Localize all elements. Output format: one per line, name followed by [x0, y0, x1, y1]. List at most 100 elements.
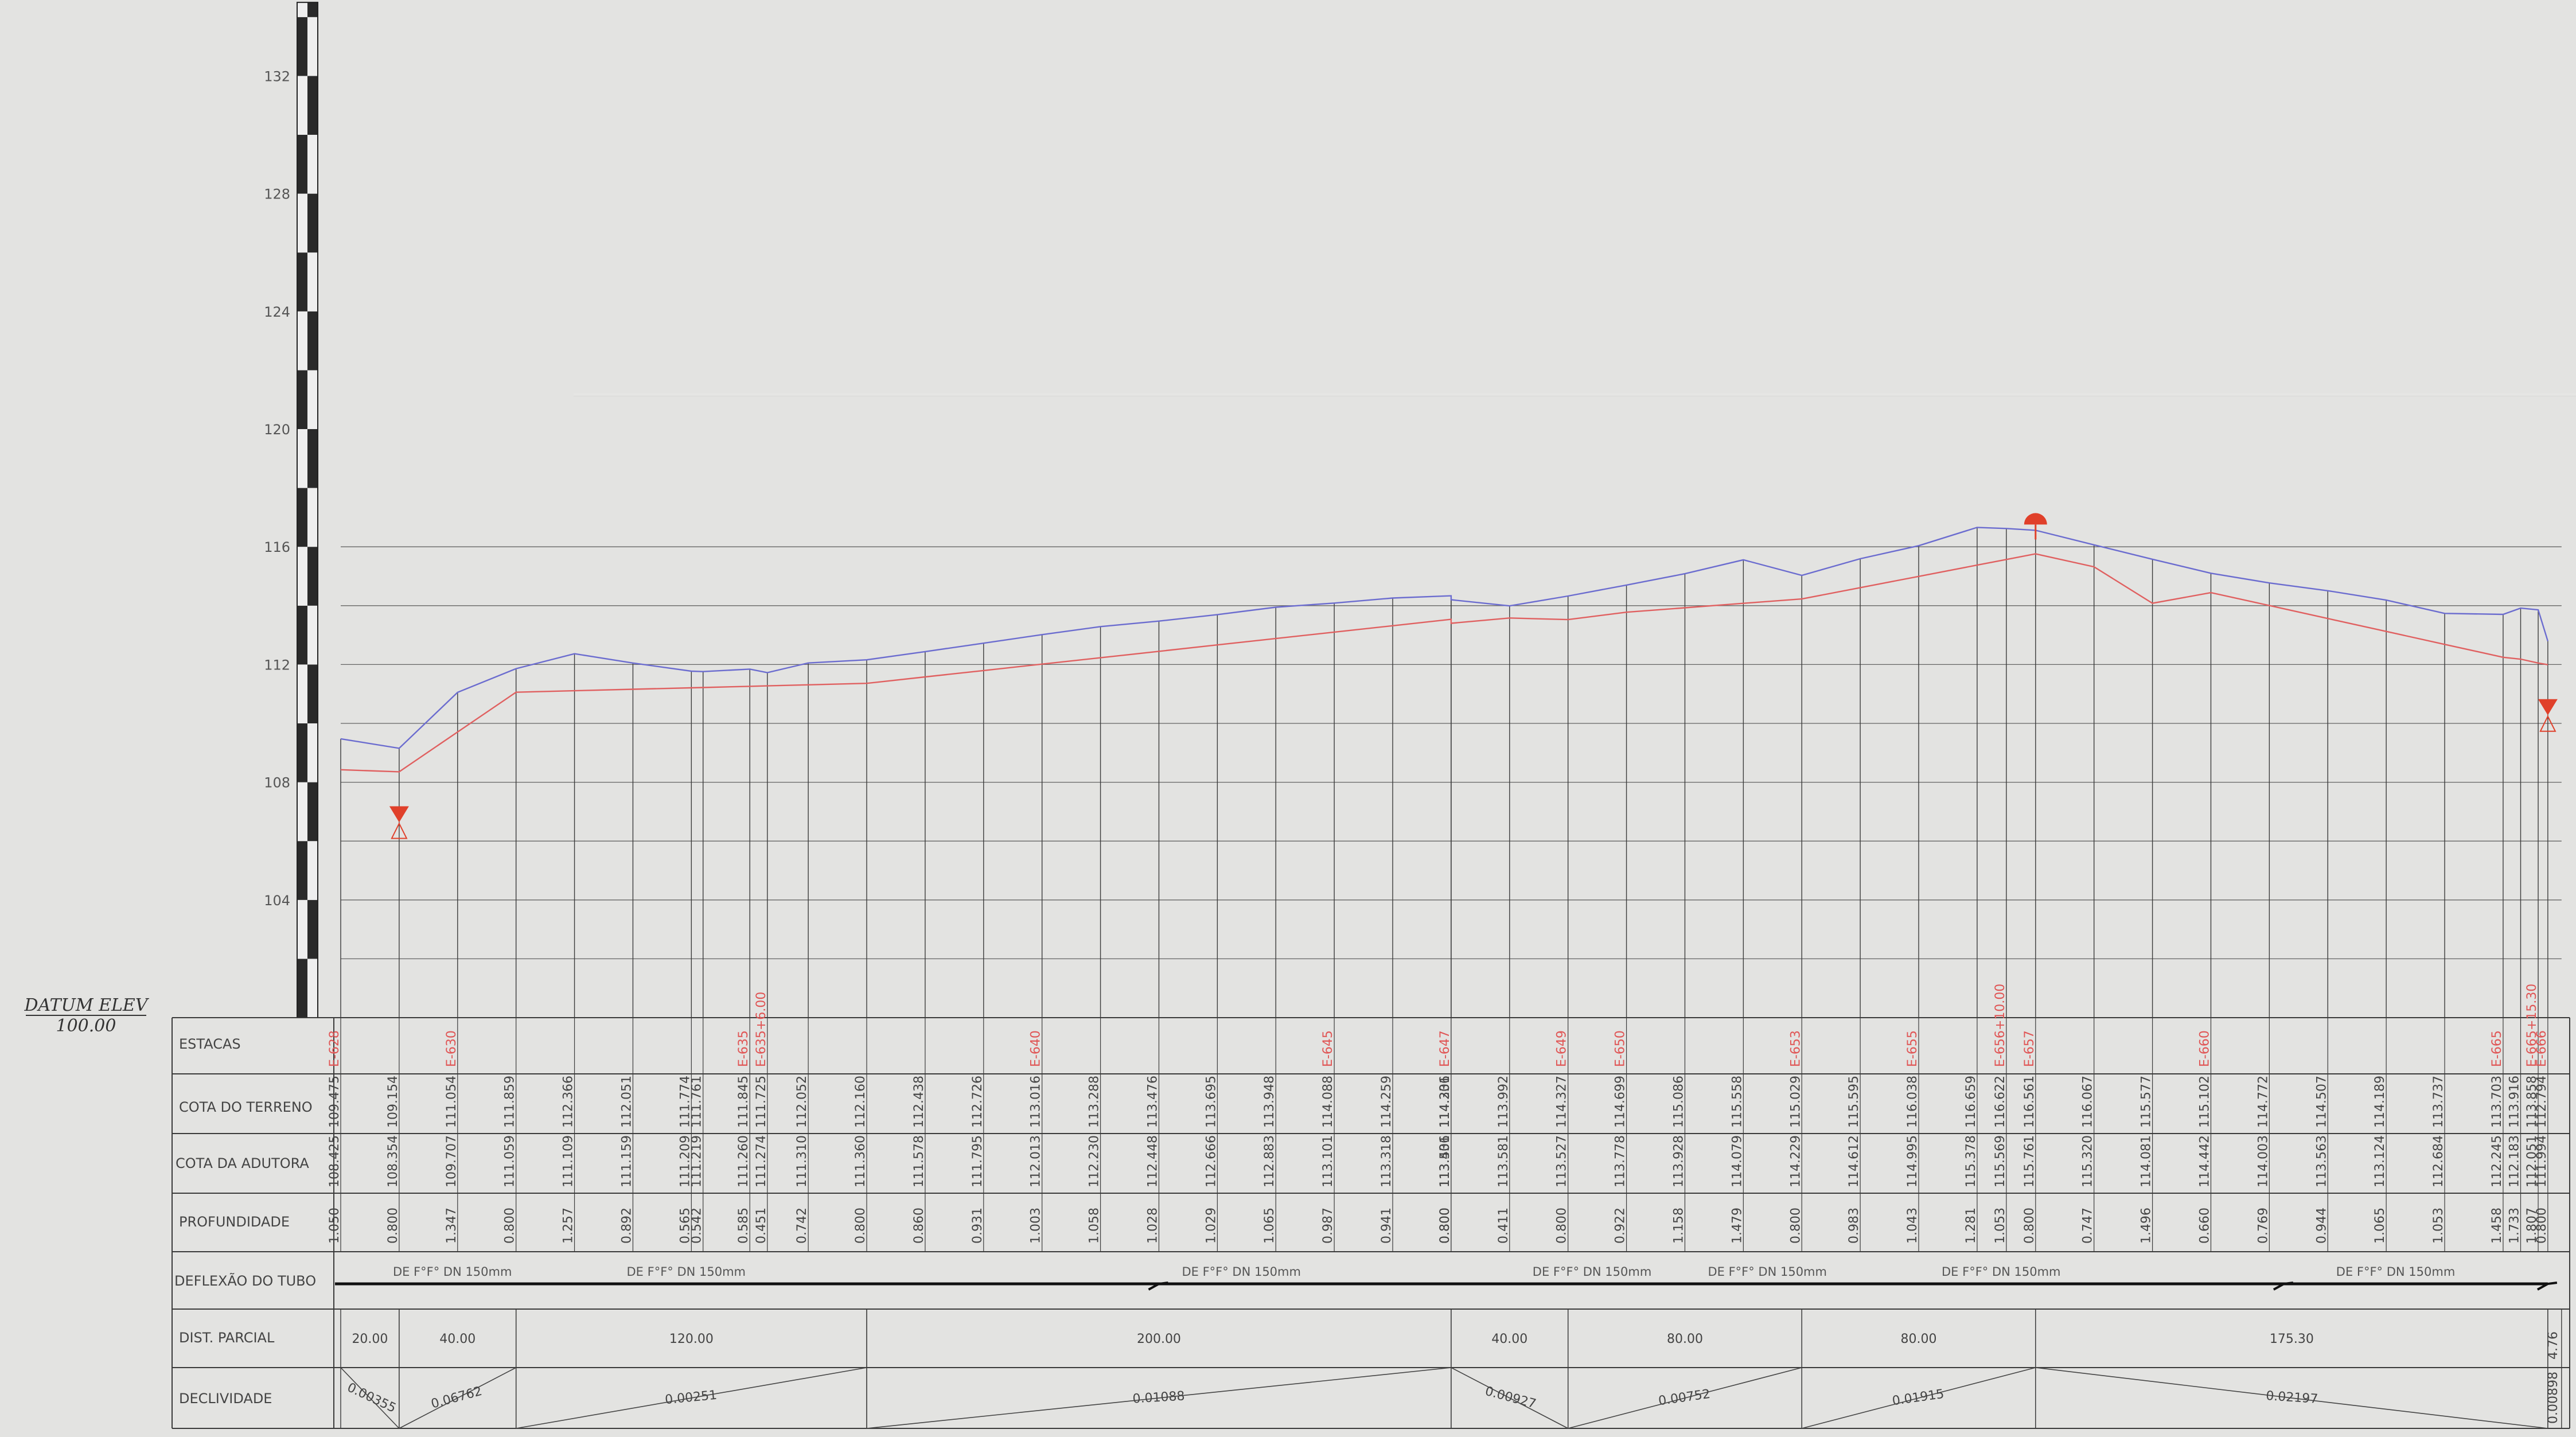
scale-block-left [297, 605, 307, 665]
station-cota-adutora: 115.320 [2081, 1135, 2095, 1187]
station-profundidade: 1.053 [2431, 1208, 2446, 1244]
station-cota-terreno: 113.703 [2490, 1076, 2504, 1128]
station-profundidade: 1.281 [1964, 1208, 1978, 1244]
row-labels: ESTACAS COTA DO TERRENO COTA DA ADUTORA … [174, 1036, 316, 1407]
station-cota-terreno: 113.288 [1088, 1076, 1102, 1128]
scale-block-left [297, 664, 307, 723]
segment-dist-parcial: 4.76 [2546, 1331, 2561, 1360]
scale-block-left [297, 193, 307, 253]
station-estaca-label: E-635 [736, 1030, 751, 1067]
station-profundidade: 0.411 [1497, 1208, 1511, 1244]
station-cota-terreno: 114.201 [1438, 1076, 1452, 1128]
row-label-profundidade: PROFUNDIDADE [179, 1214, 290, 1230]
station-cota-terreno: 114.336 [1438, 1076, 1452, 1128]
station-cota-terreno: 113.737 [2431, 1076, 2446, 1128]
station-cota-adutora: 114.003 [2256, 1135, 2270, 1187]
station-profundidade: 1.458 [2490, 1208, 2504, 1244]
pipe-bend-mark [2273, 1282, 2294, 1291]
station-profundidade: 0.800 [1555, 1208, 1569, 1244]
station-cota-terreno: 116.561 [2022, 1076, 2037, 1128]
slope-diagonal [399, 1367, 517, 1429]
segment-dist-parcial: 200.00 [1137, 1332, 1181, 1346]
ground-profile-line [340, 527, 2549, 749]
elevation-tick-label: 124 [264, 304, 290, 320]
segment-declividade: 0.02197 [2266, 1389, 2318, 1407]
elevation-scale-bar [297, 2, 318, 1018]
station-profundidade: 1.479 [1730, 1208, 1744, 1244]
station-cota-adutora: 113.318 [1379, 1135, 1394, 1187]
station-estaca-label: E-650 [1614, 1030, 1628, 1067]
station-cota-terreno: 109.475 [328, 1076, 342, 1128]
scale-block-left [297, 723, 307, 782]
station-estaca-label: E-640 [1029, 1030, 1043, 1067]
station-cota-terreno: 113.016 [1029, 1076, 1043, 1128]
station-cota-terreno: 111.774 [678, 1076, 692, 1128]
scale-block-right [307, 2, 318, 17]
scale-block-right [307, 664, 318, 723]
station-profundidade: 1.029 [1204, 1208, 1218, 1244]
pipe-bend-mark [1148, 1282, 1168, 1291]
station-cota-terreno: 116.067 [2081, 1076, 2095, 1128]
station-profundidade: 0.800 [1438, 1208, 1452, 1244]
station-cota-terreno: 115.086 [1671, 1076, 1686, 1128]
station-estaca-label: E-628 [328, 1030, 342, 1067]
scale-block-left [297, 547, 307, 606]
station-cota-terreno: 115.595 [1847, 1076, 1861, 1128]
station-cota-adutora: 111.994 [2535, 1135, 2549, 1187]
station-cota-adutora: 108.354 [386, 1135, 400, 1187]
scale-block-left [297, 135, 307, 194]
scale-block-left [297, 2, 307, 17]
scale-block-left [297, 311, 307, 371]
station-cota-terreno: 115.558 [1730, 1076, 1744, 1128]
station-estaca-label: E-655 [1905, 1030, 1920, 1067]
elevation-axis-ticks: 104 108 112 116 120 124 128 132 [264, 68, 290, 908]
scale-block-left [297, 899, 307, 959]
scale-block-right [307, 311, 318, 371]
station-cota-terreno: 113.476 [1145, 1076, 1160, 1128]
deflexao-row: DE F°F° DN 150mm DE F°F° DN 150mm DE F°F° … [335, 1265, 2558, 1291]
station-cota-terreno: 114.327 [1555, 1076, 1569, 1128]
station-estaca-label: E-647 [1438, 1030, 1452, 1067]
station-cota-adutora: 111.260 [736, 1135, 751, 1187]
station-profundidade: 0.542 [690, 1208, 704, 1244]
elevation-tick-label: 112 [264, 657, 290, 673]
station-cota-adutora: 115.761 [2022, 1135, 2037, 1187]
station-cota-adutora: 111.578 [912, 1135, 926, 1187]
station-cota-terreno: 111.859 [503, 1076, 517, 1128]
scale-block-right [307, 17, 318, 76]
segment-dist-parcial: 40.00 [1491, 1332, 1527, 1346]
station-cota-adutora: 111.159 [619, 1135, 634, 1187]
scale-block-right [307, 841, 318, 900]
elevation-tick-label: 104 [264, 893, 290, 909]
station-cota-terreno: 114.507 [2314, 1076, 2329, 1128]
scale-block-left [297, 488, 307, 547]
station-cota-terreno: 114.699 [1614, 1076, 1628, 1128]
station-cota-adutora: 113.581 [1497, 1135, 1511, 1187]
segment-declividade: 0.01088 [1132, 1389, 1185, 1406]
station-cota-terreno: 114.088 [1321, 1076, 1335, 1128]
station-cota-terreno: 115.577 [2139, 1076, 2154, 1128]
drain-valve-outline [2539, 715, 2556, 732]
segment-dist-parcial: 175.30 [2270, 1332, 2314, 1346]
scale-block-right [307, 782, 318, 842]
elevation-tick-label: 128 [264, 186, 290, 202]
scale-block-left [297, 959, 307, 1018]
segment-rows: 20.00 0.00355 40.00 0.06762 120.00 0.00251 200… [340, 1309, 2562, 1429]
station-estaca-label: E-665 [2490, 1030, 2504, 1067]
station-cota-adutora: 113.536 [1438, 1135, 1452, 1187]
station-cota-terreno: 113.695 [1204, 1076, 1218, 1128]
station-profundidade: 0.769 [2256, 1208, 2270, 1244]
station-profundidade: 0.585 [736, 1208, 751, 1244]
drain-valve-marker [2538, 699, 2558, 715]
station-cota-terreno: 115.102 [2197, 1076, 2212, 1128]
scale-block-left [297, 17, 307, 76]
station-cota-terreno: 113.948 [1262, 1076, 1277, 1128]
station-profundidade: 1.050 [328, 1208, 342, 1244]
station-profundidade: 0.892 [619, 1208, 634, 1244]
station-cota-adutora: 111.109 [562, 1135, 576, 1187]
station-cota-adutora: 114.995 [1905, 1135, 1920, 1187]
station-estaca-label: E-635+6.00 [754, 992, 769, 1067]
station-cota-adutora: 112.666 [1204, 1135, 1218, 1187]
deflexao-label: DE F°F° DN 150mm [627, 1265, 746, 1279]
